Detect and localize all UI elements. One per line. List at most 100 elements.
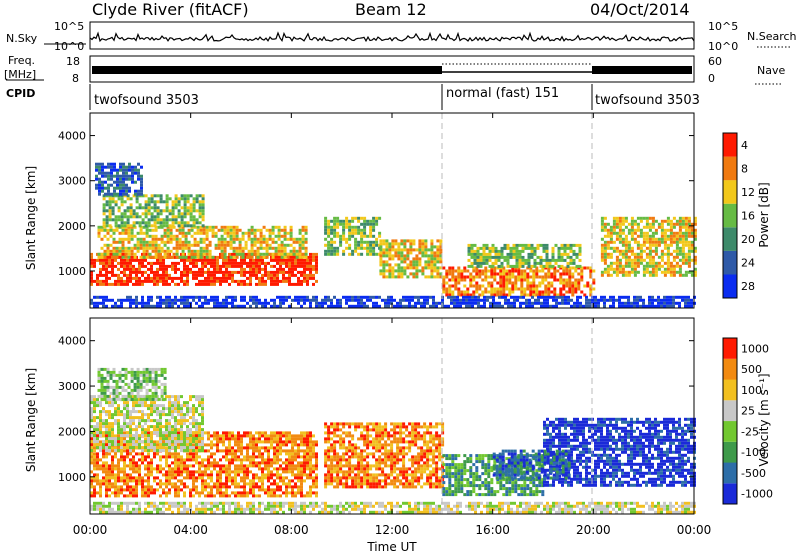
heatmap-cell	[204, 482, 207, 486]
heatmap-cell	[303, 258, 306, 262]
heatmap-cell	[126, 476, 129, 480]
heatmap-cell	[454, 278, 458, 282]
heatmap-cell	[336, 304, 339, 308]
heatmap-cell	[285, 485, 288, 489]
heatmap-cell	[123, 212, 127, 216]
heatmap-cell	[301, 225, 305, 229]
heatmap-cell	[132, 479, 135, 483]
heatmap-cell	[210, 258, 213, 262]
heatmap-cell	[285, 437, 288, 441]
heatmap-cell	[153, 221, 157, 225]
heatmap-cell	[168, 224, 172, 228]
heatmap-cell	[165, 295, 168, 299]
heatmap-cell	[270, 258, 273, 262]
heatmap-cell	[201, 464, 204, 468]
heatmap-cell	[397, 272, 401, 276]
heatmap-cell	[372, 234, 376, 238]
heatmap-cell	[117, 446, 120, 450]
heatmap-cell	[147, 488, 150, 492]
heatmap-cell	[276, 282, 279, 286]
heatmap-cell	[162, 200, 166, 204]
heatmap-cell	[95, 168, 98, 172]
heatmap-cell	[162, 467, 165, 471]
heatmap-cell	[490, 272, 494, 276]
heatmap-cell	[237, 282, 240, 286]
heatmap-cell	[162, 218, 166, 222]
heatmap-cell	[264, 446, 267, 450]
heatmap-cell	[693, 231, 697, 235]
heatmap-cell	[448, 287, 452, 291]
heatmap-cell	[451, 266, 455, 270]
heatmap-cell	[150, 298, 153, 302]
heatmap-cell	[249, 431, 252, 435]
heatmap-cell	[273, 491, 276, 495]
heatmap-cell	[479, 261, 483, 265]
heatmap-cell	[660, 234, 664, 238]
heatmap-cell	[279, 301, 282, 305]
heatmap-cell	[180, 470, 183, 474]
heatmap-cell	[660, 298, 663, 302]
heatmap-cell	[306, 273, 309, 277]
heatmap-cell	[246, 261, 249, 265]
heatmap-cell	[633, 252, 637, 256]
heatmap-cell	[129, 264, 132, 268]
heatmap-cell	[306, 267, 309, 271]
heatmap-cell	[101, 168, 104, 172]
heatmap-cell	[106, 237, 110, 241]
heatmap-cell	[651, 225, 655, 229]
heatmap-cell	[402, 298, 405, 302]
heatmap-cell	[162, 273, 165, 277]
heatmap-cell	[165, 470, 168, 474]
heatmap-cell	[135, 467, 138, 471]
heatmap-cell	[372, 252, 376, 256]
heatmap-cell	[234, 452, 237, 456]
heatmap-cell	[105, 270, 108, 274]
heatmap-cell	[122, 165, 125, 169]
heatmap-cell	[648, 243, 652, 247]
heatmap-cell	[133, 234, 137, 238]
heatmap-cell	[627, 246, 631, 250]
heatmap-cell	[553, 272, 557, 276]
heatmap-cell	[117, 479, 120, 483]
heatmap-cell	[502, 287, 506, 291]
heatmap-cell	[249, 488, 252, 492]
heatmap-cell	[550, 290, 554, 294]
velocity-heatmap-cells	[90, 367, 696, 514]
heatmap-cell	[231, 304, 234, 308]
heatmap-cell	[354, 240, 358, 244]
heatmap-cell	[108, 422, 111, 426]
heatmap-cell	[256, 249, 260, 253]
heatmap-cell	[124, 249, 128, 253]
heatmap-cell	[225, 482, 228, 486]
heatmap-cell	[518, 249, 522, 253]
heatmap-cell	[600, 237, 604, 241]
heatmap-cell	[101, 162, 104, 166]
heatmap-cell	[400, 257, 404, 261]
heatmap-cell	[436, 257, 440, 261]
heatmap-cell	[183, 206, 187, 210]
heatmap-cell	[603, 234, 607, 238]
heatmap-cell	[165, 194, 169, 198]
heatmap-cell	[220, 246, 224, 250]
heatmap-cell	[400, 275, 404, 279]
heatmap-cell	[241, 246, 245, 250]
heatmap-cell	[297, 276, 300, 280]
heatmap-cell	[168, 304, 171, 308]
heatmap-cell	[240, 479, 243, 483]
heatmap-cell	[237, 440, 240, 444]
heatmap-cell	[447, 295, 450, 299]
heatmap-cell	[669, 261, 673, 265]
heatmap-cell	[100, 228, 104, 232]
heatmap-cell	[159, 455, 162, 459]
heatmap-cell	[255, 461, 258, 465]
heatmap-cell	[192, 482, 195, 486]
heatmap-cell	[255, 270, 258, 274]
heatmap-cell	[495, 301, 498, 305]
heatmap-cell	[256, 237, 260, 241]
heatmap-cell	[315, 298, 318, 302]
heatmap-cell	[565, 281, 569, 285]
heatmap-cell	[484, 272, 488, 276]
heatmap-cell	[105, 452, 108, 456]
heatmap-cell	[205, 243, 209, 247]
heatmap-cell	[225, 295, 228, 299]
